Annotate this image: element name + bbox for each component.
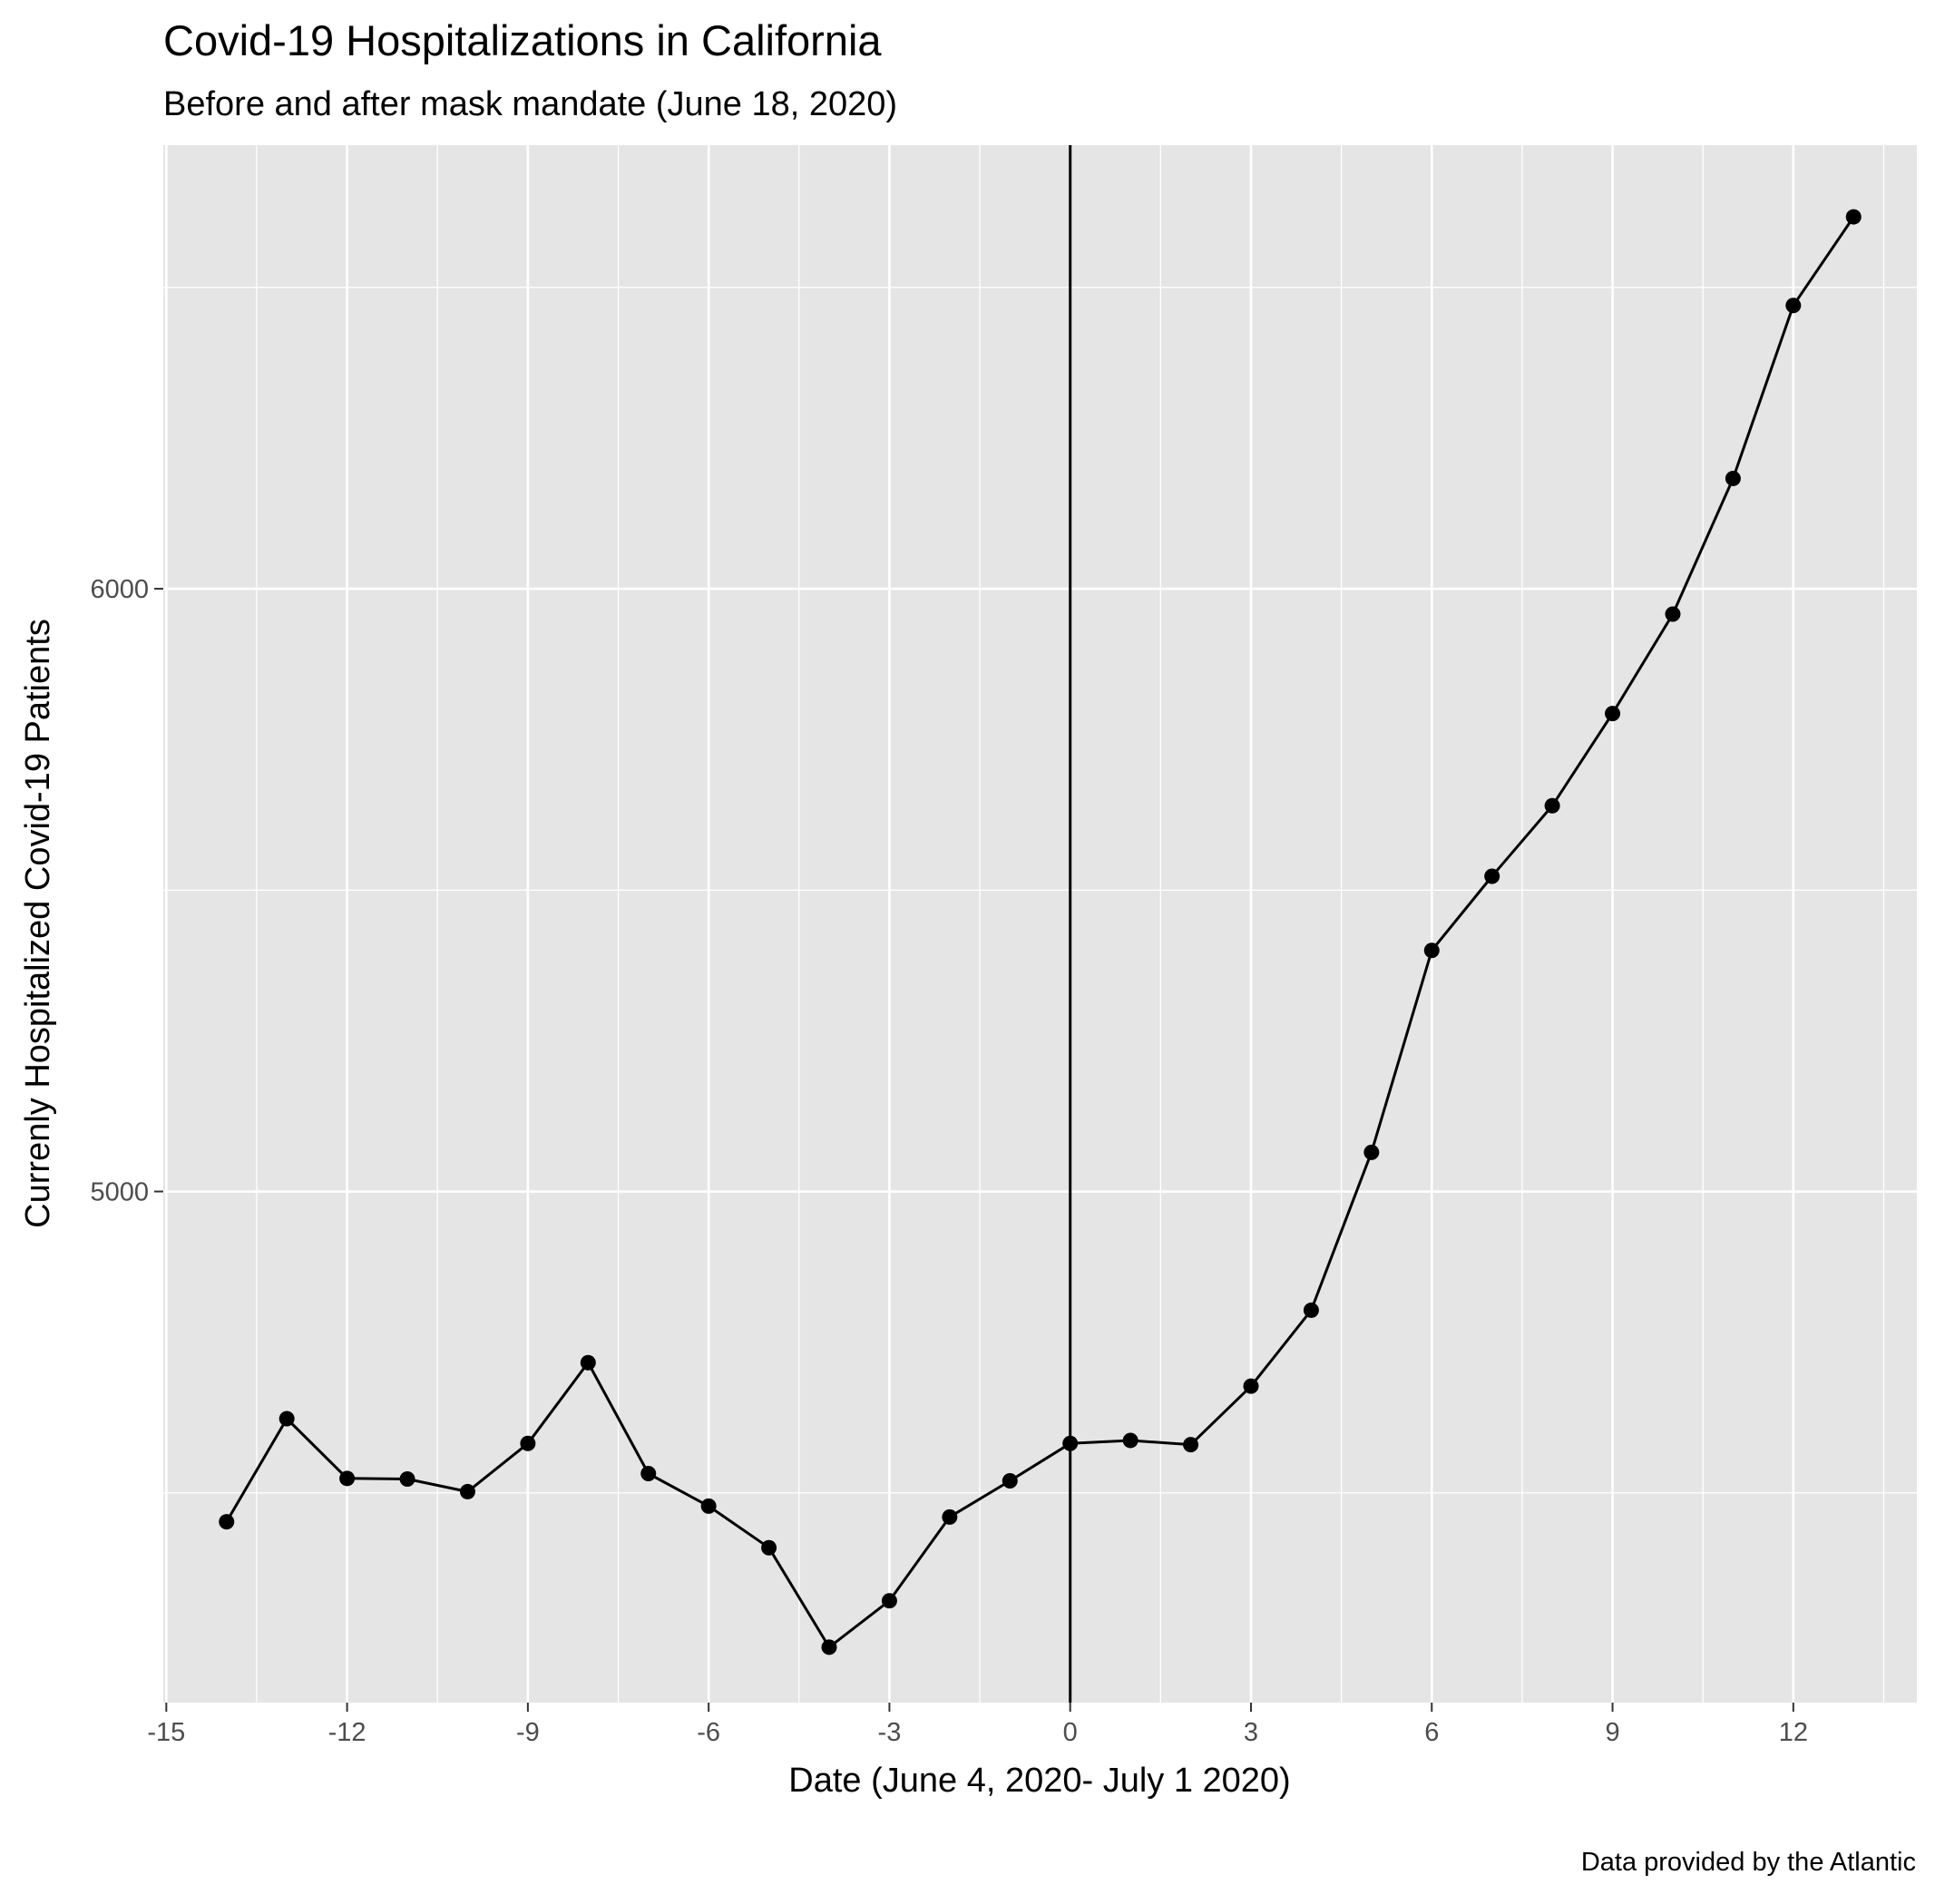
data-point: [700, 1498, 717, 1514]
data-point: [339, 1470, 356, 1487]
data-point: [821, 1639, 837, 1655]
data-point: [1484, 868, 1500, 884]
data-point: [1725, 470, 1741, 486]
data-point: [942, 1509, 958, 1525]
data-point: [1845, 209, 1862, 225]
data-point: [399, 1470, 415, 1487]
chart-subtitle: Before and after mask mandate (June 18, …: [163, 85, 897, 123]
x-tick-label: -3: [878, 1718, 902, 1747]
data-point: [219, 1514, 235, 1530]
y-axis-title: Currenly Hospitalized Covid-19 Patients: [19, 619, 57, 1228]
y-tick-label: 5000: [90, 1178, 149, 1207]
data-point: [1303, 1302, 1319, 1318]
data-point: [1363, 1144, 1380, 1160]
x-axis-title: Date (June 4, 2020- July 1 2020): [788, 1762, 1290, 1800]
series-line: [225, 216, 1855, 1649]
x-tick-label: 0: [1063, 1718, 1078, 1747]
data-point: [1243, 1378, 1259, 1394]
data-points-group: [219, 209, 1862, 1655]
data-point: [640, 1466, 657, 1481]
data-point: [1785, 298, 1802, 314]
x-tick-label: -6: [697, 1718, 720, 1747]
data-point: [279, 1411, 295, 1427]
chart-caption: Data provided by the Atlantic: [1581, 1848, 1916, 1877]
x-tick-label: -15: [147, 1718, 185, 1747]
x-tick-label: -12: [328, 1718, 366, 1747]
data-point: [1665, 606, 1681, 622]
data-line-group: [225, 216, 1855, 1649]
data-point: [1062, 1435, 1079, 1451]
data-point: [1002, 1472, 1018, 1489]
x-tick-label: 9: [1605, 1718, 1619, 1747]
y-axis: 5000 6000: [90, 575, 163, 1207]
data-point: [881, 1593, 897, 1609]
data-point: [1544, 797, 1560, 814]
data-point: [1122, 1432, 1139, 1449]
data-point: [761, 1539, 777, 1556]
data-point: [1183, 1437, 1199, 1453]
plot-panel: [163, 145, 1917, 1703]
y-tick-label: 6000: [90, 575, 149, 604]
x-tick-label: 6: [1424, 1718, 1439, 1747]
data-point: [520, 1435, 536, 1451]
x-tick-label: 3: [1244, 1718, 1258, 1747]
data-point: [459, 1483, 475, 1499]
x-axis: -15 -12 -9 -6 -3 0 3 6 9 12: [147, 1703, 1808, 1747]
data-point: [1605, 706, 1621, 722]
minor-grid: [163, 145, 1917, 1703]
x-tick-label: -9: [516, 1718, 540, 1747]
chart-title: Covid-19 Hospitalizations in California: [163, 16, 882, 64]
data-point: [580, 1354, 596, 1371]
x-tick-label: 12: [1779, 1718, 1808, 1747]
data-point: [1423, 942, 1440, 959]
